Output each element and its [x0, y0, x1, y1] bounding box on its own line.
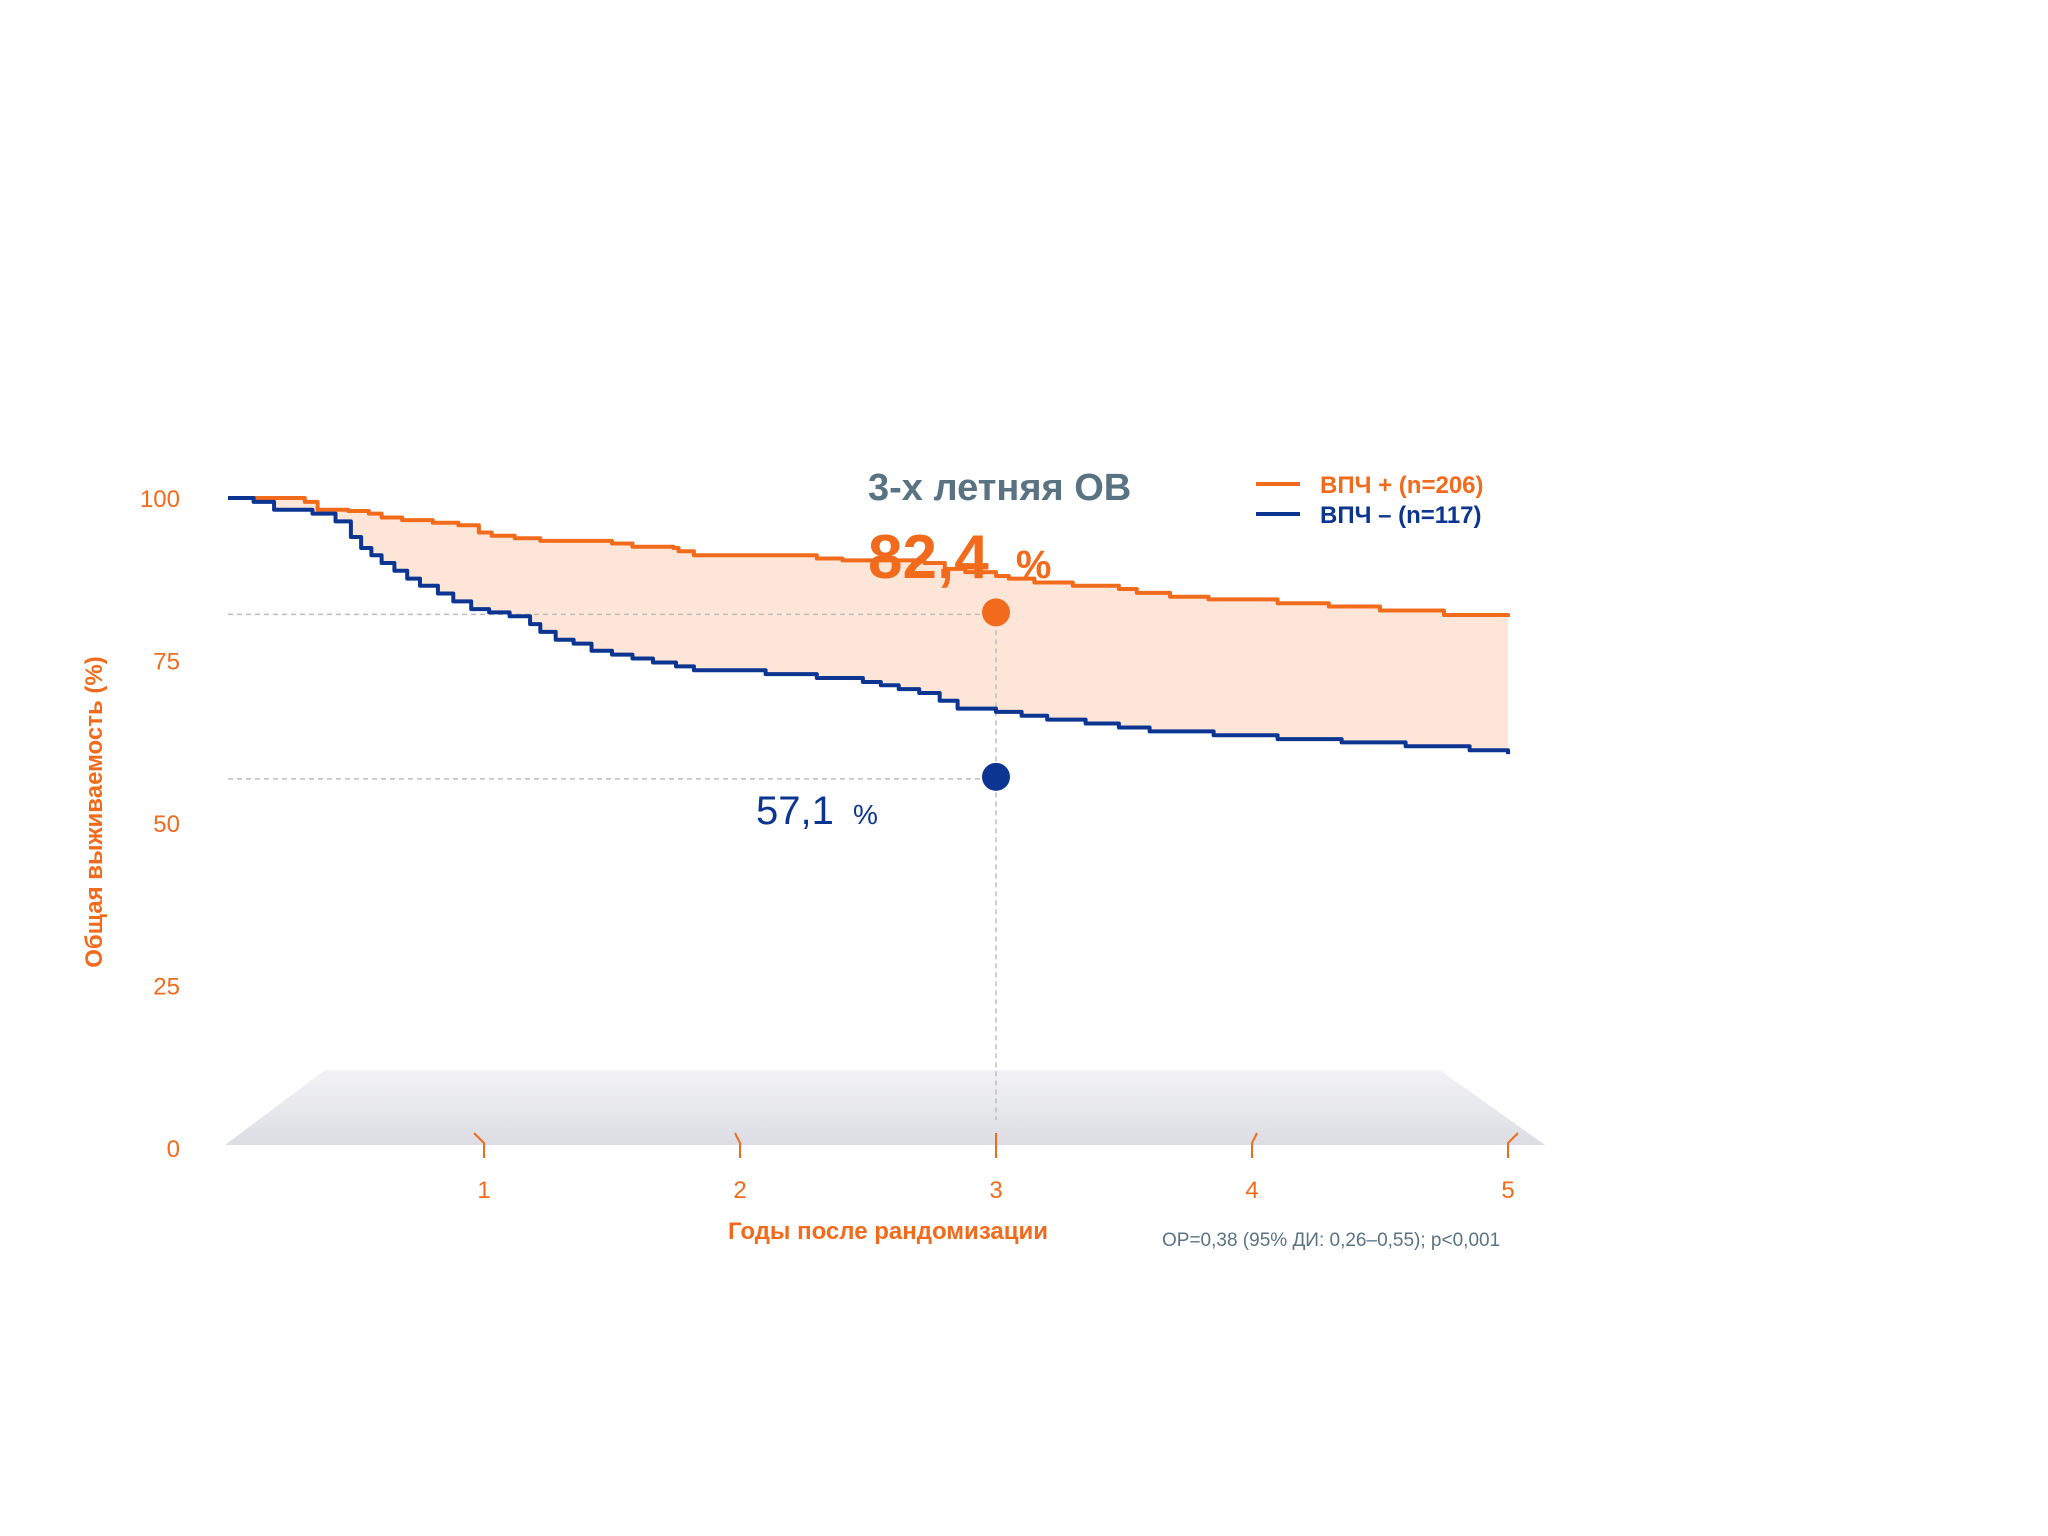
x-axis-label: Годы после рандомизации — [728, 1218, 1048, 1245]
y-axis-label: Общая выживаемость (%) — [81, 656, 108, 968]
stat-note: ОР=0,38 (95% ДИ: 0,26–0,55); p<0,001 — [1162, 1230, 1500, 1251]
y-tick-label: 50 — [153, 811, 180, 838]
chart-floor — [225, 1070, 1545, 1145]
y-tick-label: 100 — [140, 486, 180, 513]
x-tick-label: 1 — [477, 1177, 490, 1204]
guide-lines — [228, 612, 997, 1120]
x-axis-ticks: 1 2 3 4 5 — [473, 1132, 1519, 1204]
legend: ВПЧ + (n=206) ВПЧ – (n=117) — [1256, 472, 1484, 529]
blue-value-unit: % — [853, 799, 878, 830]
marker-hpv-positive — [982, 598, 1010, 627]
series-line-hpv-negative — [228, 496, 1510, 755]
legend-label-hpv-positive: ВПЧ + (n=206) — [1320, 472, 1484, 499]
series-line-hpv-positive — [228, 496, 1510, 617]
marker-hpv-negative — [982, 762, 1010, 791]
x-tick-mark — [1251, 1132, 1258, 1158]
x-tick-label: 2 — [733, 1177, 746, 1204]
series-lines — [228, 496, 1510, 755]
orange-highlight-value: 82,4 % — [868, 523, 1051, 592]
x-tick-mark — [1507, 1132, 1519, 1158]
orange-value-unit: % — [1016, 543, 1052, 587]
y-tick-label: 25 — [153, 974, 180, 1001]
survival-gap-area — [228, 498, 1508, 755]
legend-label-hpv-negative: ВПЧ – (n=117) — [1320, 502, 1482, 529]
y-tick-label: 75 — [153, 649, 180, 676]
orange-value-number: 82,4 — [868, 523, 989, 592]
y-tick-label: 0 — [167, 1136, 180, 1163]
blue-highlight-value: 57,1 % — [756, 789, 878, 833]
x-tick-mark — [734, 1132, 741, 1158]
x-tick-label: 4 — [1245, 1177, 1258, 1204]
x-tick-mark — [473, 1132, 485, 1158]
y-axis-ticks: 0 25 50 75 100 — [140, 486, 180, 1163]
x-tick-label: 3 — [989, 1177, 1002, 1204]
annotation-title: 3-х летняя ОВ — [868, 467, 1131, 509]
blue-value-number: 57,1 — [756, 789, 834, 833]
x-tick-label: 5 — [1501, 1177, 1514, 1204]
